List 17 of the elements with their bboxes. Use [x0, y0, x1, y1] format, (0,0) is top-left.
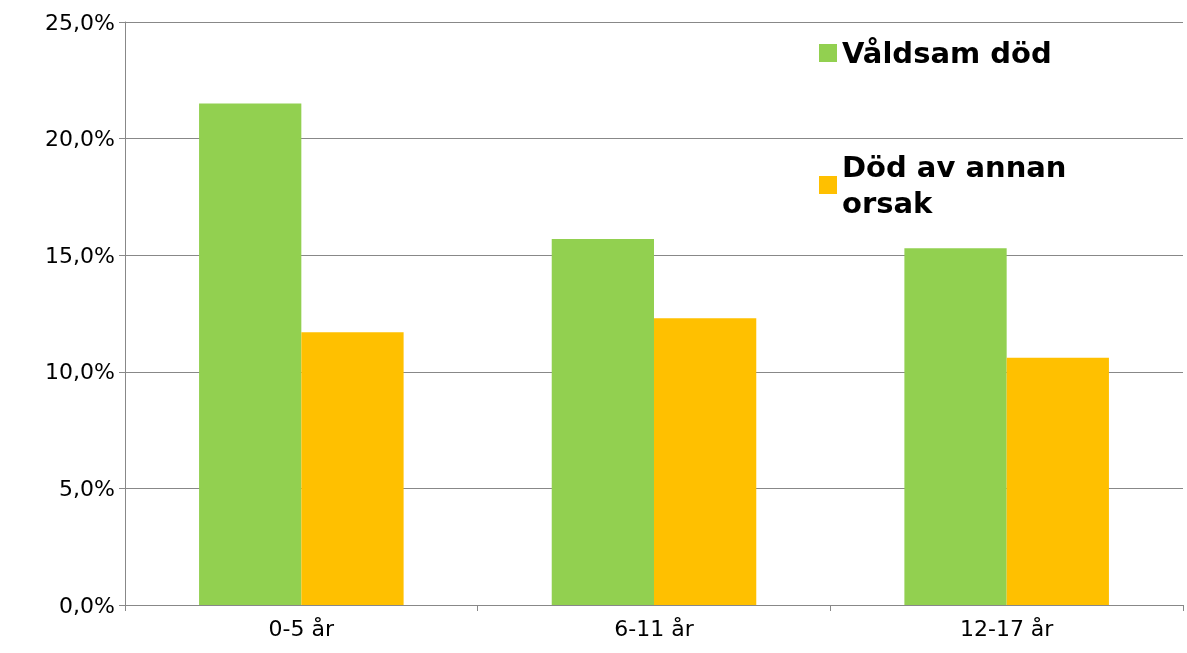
- bar: [301, 332, 404, 605]
- y-tick-label: 0,0%: [59, 592, 115, 618]
- bar: [551, 238, 654, 605]
- y-tick-label: 25,0%: [45, 9, 115, 35]
- bar: [199, 103, 302, 605]
- x-tick-label: 6-11 år: [614, 615, 695, 641]
- x-tick-label: 12-17 år: [959, 615, 1055, 641]
- bar: [904, 248, 1007, 605]
- x-tick-label: 0-5 år: [268, 615, 336, 641]
- y-tick-label: 5,0%: [59, 475, 115, 501]
- y-tick-label: 20,0%: [45, 126, 115, 152]
- y-tick-label: 10,0%: [45, 359, 115, 385]
- y-tick-label: 15,0%: [45, 242, 115, 268]
- legend-label: Död av annan orsak: [842, 150, 1077, 220]
- bar: [654, 318, 757, 605]
- bar: [1006, 357, 1109, 605]
- legend-label: Våldsam död: [842, 36, 1052, 70]
